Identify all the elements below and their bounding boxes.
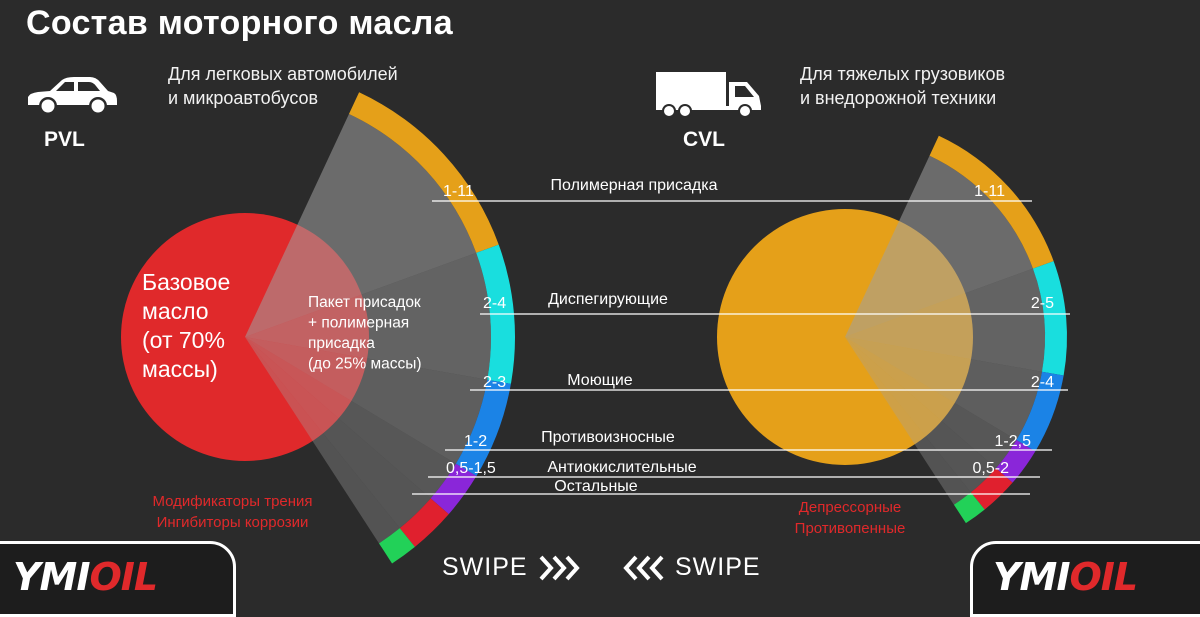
cvl-wedge-3 (845, 337, 1042, 441)
cvl-code: CVL (683, 128, 725, 151)
logo-right-part2: OIL (1069, 555, 1138, 599)
pvl-value-3: 2-3 (483, 374, 506, 391)
pvl-subtitle-line2: и микроавтобусов (168, 88, 319, 108)
cvl-arc-segment-4 (995, 440, 1036, 483)
cvl-subtitle-line1: Для тяжелых грузовиков (800, 64, 1006, 84)
cvl-wedge-4 (845, 337, 1017, 469)
swipe-left-label: SWIPE (675, 553, 761, 581)
logo-left[interactable]: YMIOIL (0, 541, 236, 617)
cvl-subtitle: Для тяжелых грузовиков и внедорожной тех… (800, 62, 1005, 110)
cvl-value-4: 1-2,5 (995, 433, 1032, 450)
cvl-red-notes: Депрессорные Противопенные (765, 497, 935, 539)
pvl-wedge-5 (245, 337, 431, 529)
cvl-wedge-5 (845, 337, 996, 493)
segment-name-6: Остальные (554, 478, 638, 495)
cvl-arc-segment-1 (929, 135, 1054, 269)
package-label-line-1: Пакет присадок (308, 294, 421, 311)
logo-right[interactable]: YMIOIL (970, 541, 1200, 617)
pvl-arc-segment-3 (455, 379, 511, 477)
package-label-line-4: (до 25% массы) (308, 356, 422, 373)
double-chevron-left-icon (623, 555, 664, 580)
truck-icon (656, 72, 761, 118)
pvl-wedge-6 (245, 337, 400, 544)
segment-name-5: Антиокислительные (547, 459, 696, 476)
cvl-arc-segment-6 (953, 492, 985, 524)
logo-right-text: YMIOIL (993, 555, 1138, 599)
pvl-value-5: 0,5-1,5 (446, 460, 496, 477)
cvl-arc-segment-2 (1032, 261, 1067, 376)
logo-left-text: YMIOIL (13, 555, 158, 599)
cvl-value-5: 0,5-2 (973, 460, 1010, 477)
page-title: Состав моторного масла (26, 4, 453, 42)
pvl-wedge-4 (245, 337, 456, 499)
pvl-arc-segment-1 (348, 92, 499, 253)
base-oil-label-line-2: масло (142, 298, 209, 324)
pvl-arc-segment-6 (378, 528, 415, 564)
cvl-value-1: 1-11 (974, 183, 1005, 200)
cvl-subtitle-line2: и внедорожной техники (800, 88, 997, 108)
swipe-left-button[interactable]: SWIPE (615, 553, 761, 582)
car-icon (28, 77, 117, 115)
package-label-line-2: + полимерная (308, 315, 409, 332)
segment-name-4: Противоизносные (541, 429, 675, 446)
cvl-arc-segment-5 (970, 468, 1013, 510)
base-oil-label-line-4: массы) (142, 356, 218, 382)
swipe-right-label: SWIPE (442, 553, 528, 581)
pvl-arc-segment-4 (430, 463, 477, 515)
pvl-wedge-1 (245, 114, 477, 338)
pvl-red-note-1: Модификаторы трения (152, 493, 313, 510)
base-oil-label-line-3: (от 70% (142, 327, 225, 353)
pvl-wedge-2 (245, 252, 491, 380)
cvl-wedge-6 (845, 337, 971, 505)
logo-left-part1: YMI (13, 555, 90, 599)
pvl-subtitle: Для легковых автомобилей и микроавтобусо… (168, 62, 398, 110)
segment-name-2: Диспегирующие (548, 291, 668, 308)
cvl-value-3: 2-4 (1031, 374, 1054, 391)
pvl-value-4: 1-2 (464, 433, 487, 450)
logo-right-part1: YMI (993, 555, 1070, 599)
pvl-arc-segment-5 (399, 498, 449, 547)
package-label-line-3: присадка (308, 335, 375, 352)
logo-left-part2: OIL (89, 555, 158, 599)
pvl-value-2: 2-4 (483, 295, 506, 312)
segment-name-1: Полимерная присадка (551, 177, 718, 194)
pvl-red-note-2: Ингибиторы коррозии (156, 514, 309, 531)
pvl-wedge-3 (245, 337, 488, 464)
cvl-arc-segment-3 (1016, 371, 1064, 452)
pvl-red-notes: Модификаторы трения Ингибиторы коррозии (120, 491, 345, 533)
base-oil-label-line-1: Базовое (142, 269, 230, 295)
segment-name-3: Моющие (567, 372, 633, 389)
pvl-value-1: 1-11 (443, 183, 474, 200)
composition-diagram: Полимерная присадка Диспегирующие Моющие Пр… (121, 92, 1070, 564)
cvl-wedge-2 (845, 268, 1045, 372)
cvl-red-note-1: Депрессорные (798, 499, 902, 516)
cvl-value-2: 2-5 (1031, 295, 1054, 312)
pvl-subtitle-line1: Для легковых автомобилей (168, 64, 398, 84)
pvl-code: PVL (44, 128, 85, 151)
double-chevron-right-icon (539, 555, 580, 580)
swipe-right-button[interactable]: SWIPE (442, 553, 588, 582)
cvl-red-note-2: Противопенные (794, 520, 906, 537)
